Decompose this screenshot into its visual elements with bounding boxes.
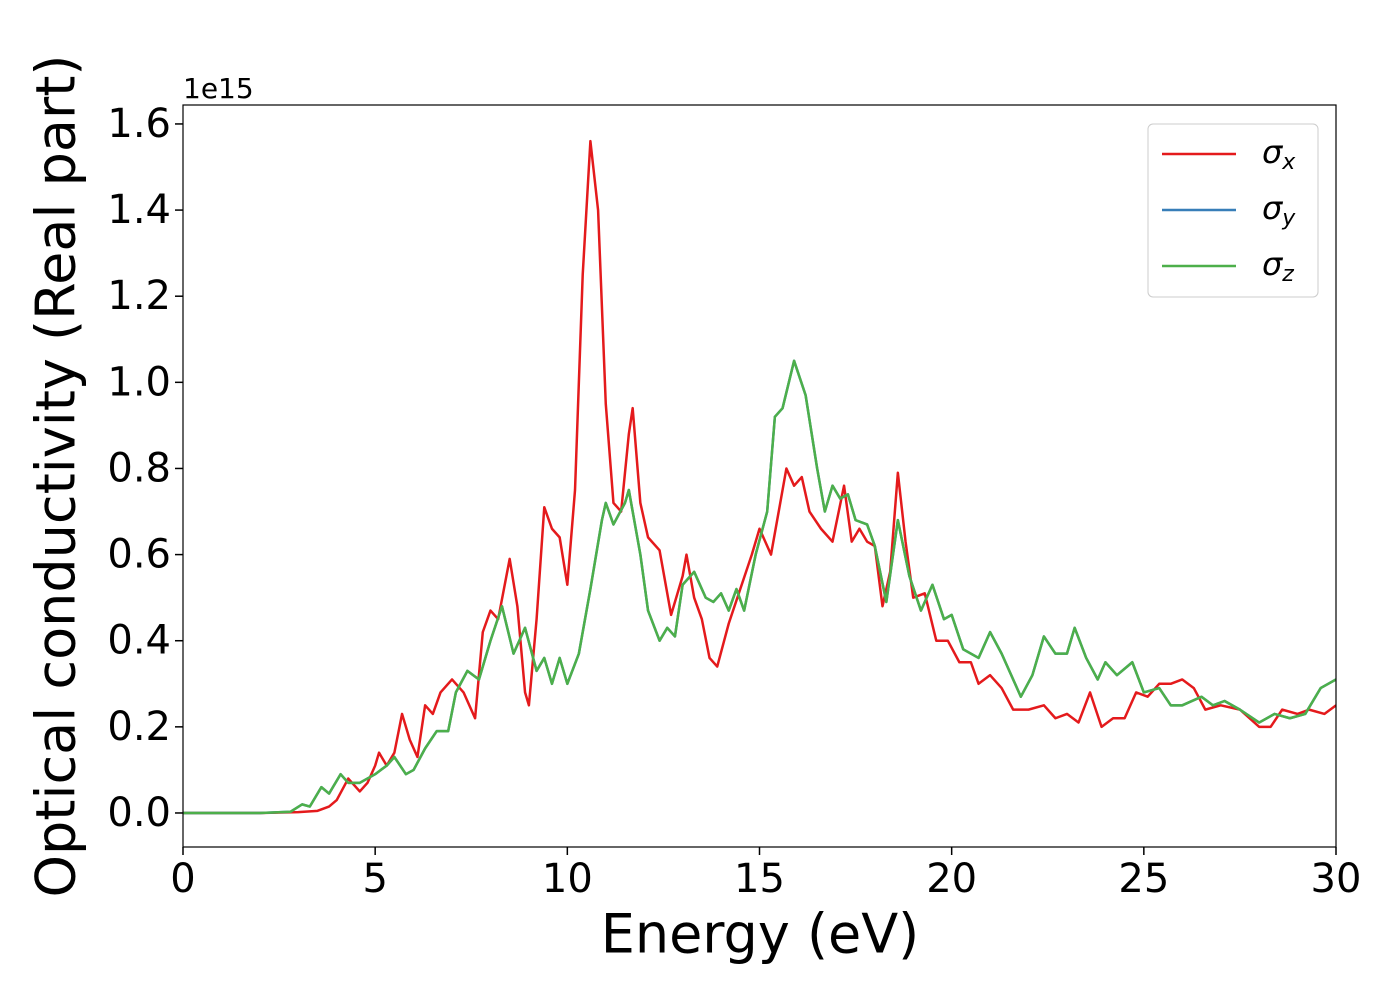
series-line bbox=[183, 359, 1336, 815]
y-tick-label: 0.6 bbox=[107, 532, 171, 578]
x-tick-label: 20 bbox=[926, 856, 977, 902]
y-tick-label: 1.6 bbox=[107, 101, 171, 147]
x-tick-label: 15 bbox=[734, 856, 785, 902]
y-tick-label: 1.2 bbox=[107, 273, 171, 319]
x-axis-label: Energy (eV) bbox=[601, 903, 920, 966]
series-line bbox=[183, 139, 1336, 815]
plot-frame bbox=[182, 104, 1337, 848]
y-tick-label: 0.8 bbox=[107, 445, 171, 491]
series-line bbox=[183, 359, 1336, 815]
x-tick-label: 5 bbox=[362, 856, 387, 902]
y-tick-label: 1.0 bbox=[107, 359, 171, 405]
x-tick-label: 25 bbox=[1118, 856, 1169, 902]
y-axis-label: Optical conductivity (Real part) bbox=[25, 55, 88, 898]
offset-label: 1e15 bbox=[183, 72, 254, 105]
legend-label: σy bbox=[1262, 189, 1296, 231]
x-tick-label: 0 bbox=[170, 856, 195, 902]
y-tick-label: 1.4 bbox=[107, 187, 171, 233]
x-tick-label: 30 bbox=[1311, 856, 1362, 902]
y-tick-label: 0.4 bbox=[107, 618, 171, 664]
y-tick-label: 0.0 bbox=[107, 790, 171, 836]
legend-label: σz bbox=[1262, 245, 1294, 287]
x-tick-label: 10 bbox=[542, 856, 593, 902]
legend-label: σx bbox=[1262, 133, 1296, 175]
y-tick-label: 0.2 bbox=[107, 704, 171, 750]
